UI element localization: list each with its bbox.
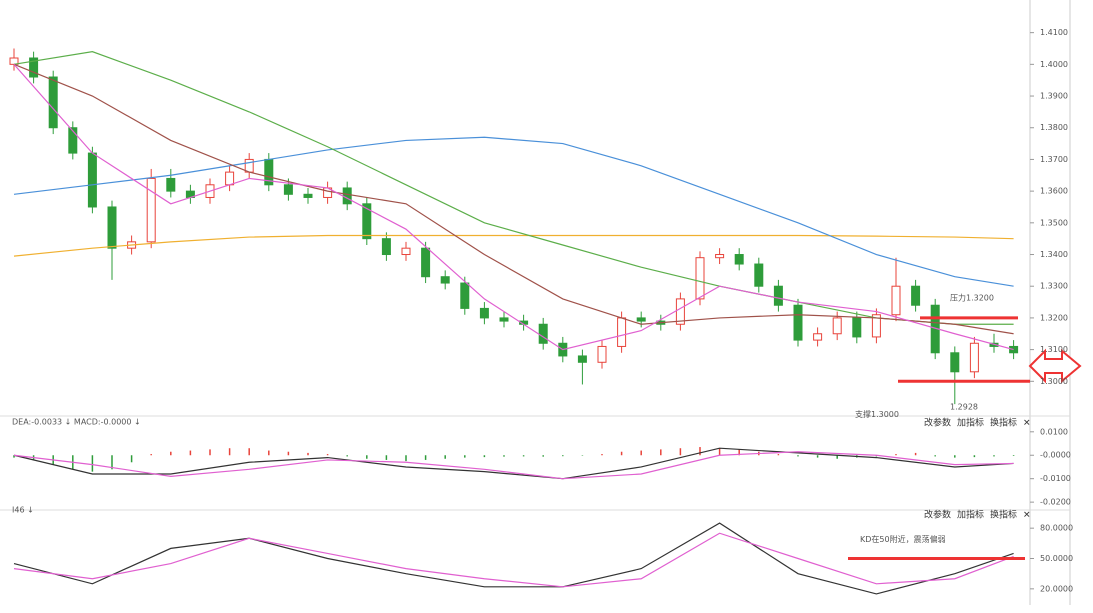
candle-body — [754, 263, 764, 287]
low-label: 1.2928 — [950, 403, 978, 412]
y-tick-label: 1.4100 — [1040, 28, 1068, 37]
candle-body — [891, 285, 901, 316]
indicator-line — [13, 451, 1014, 480]
candle-body — [1009, 345, 1019, 354]
candle-body — [715, 254, 725, 259]
candle-body — [87, 152, 97, 208]
indicator-line — [13, 63, 1014, 335]
candle-body — [68, 127, 78, 154]
candle-body — [401, 247, 411, 256]
panel-button[interactable]: 加指标 — [957, 509, 984, 521]
indicator-line — [13, 234, 1014, 257]
panel-button[interactable]: 换指标 — [990, 509, 1017, 521]
y-tick-label: 1.3500 — [1040, 218, 1068, 227]
candle-body — [617, 317, 627, 347]
y-tick-label: -0.0200 — [1040, 498, 1071, 507]
indicator-line — [13, 522, 1014, 595]
candle-body — [479, 307, 489, 319]
candle-body — [342, 187, 352, 205]
candle-body — [832, 317, 842, 335]
resistance-label: 压力1.3200 — [950, 292, 994, 302]
candle-body — [440, 276, 450, 284]
panel-button[interactable]: 加指标 — [957, 417, 984, 429]
candle-body — [460, 282, 470, 309]
panel-button[interactable]: ✕ — [1023, 511, 1031, 521]
y-tick-label: 20.0000 — [1040, 584, 1073, 593]
candle-body — [303, 193, 313, 198]
y-tick-label: 80.0000 — [1040, 524, 1073, 533]
candle-body — [362, 203, 372, 240]
panel-button[interactable]: ✕ — [1023, 419, 1031, 429]
candle-body — [597, 345, 607, 363]
panel-button[interactable]: 换指标 — [990, 417, 1017, 429]
y-tick-label: 1.3600 — [1040, 187, 1068, 196]
y-tick-label: -0.0100 — [1040, 474, 1071, 483]
support-label: 支撑1.3000 — [855, 409, 899, 419]
candle-body — [793, 304, 803, 341]
candle-body — [421, 247, 431, 278]
indicator-line — [13, 51, 1014, 325]
candle-body — [48, 76, 58, 129]
y-tick-label: 50.0000 — [1040, 554, 1073, 563]
panel-button[interactable]: 改参数 — [924, 509, 951, 521]
candle-body — [695, 257, 705, 300]
y-tick-label: 1.3900 — [1040, 92, 1068, 101]
kd-label: KD在50附近，震荡偏弱 — [860, 534, 946, 544]
candle-body — [813, 333, 823, 341]
y-tick-label: 1.3100 — [1040, 345, 1068, 354]
indicator-line — [13, 136, 1014, 287]
candle-body — [29, 57, 39, 78]
candle-body — [107, 206, 117, 249]
candle-body — [675, 298, 685, 325]
y-tick-label: 1.3300 — [1040, 282, 1068, 291]
candle-body — [244, 158, 254, 173]
y-tick-label: 1.3800 — [1040, 123, 1068, 132]
indicator-line — [13, 532, 1014, 588]
candle-body — [283, 184, 293, 195]
indicator-line — [13, 63, 1014, 351]
candle-body — [166, 177, 176, 192]
y-tick-label: -0.0000 — [1040, 451, 1071, 460]
candle-body — [538, 323, 548, 344]
candle-body — [969, 342, 979, 373]
candle-body — [381, 238, 391, 256]
candle-body — [871, 314, 881, 338]
indicator-line — [13, 447, 1014, 480]
candle-body — [950, 352, 960, 373]
candle-body — [499, 317, 509, 322]
candle-body — [734, 254, 744, 265]
panel-button[interactable]: 改参数 — [924, 417, 951, 429]
candle-body — [577, 355, 587, 363]
y-tick-label: 1.3000 — [1040, 377, 1068, 386]
candle-body — [636, 317, 646, 322]
double-arrow — [1028, 348, 1082, 384]
candle-body — [852, 317, 862, 338]
candle-body — [225, 171, 235, 186]
y-tick-label: 1.3700 — [1040, 155, 1068, 164]
indicator-header: DEA:-0.0033 ↓ MACD:-0.0000 ↓ — [12, 418, 141, 427]
y-tick-label: 1.3400 — [1040, 250, 1068, 259]
candle-body — [146, 177, 156, 243]
y-tick-label: 1.4000 — [1040, 60, 1068, 69]
candle-body — [911, 285, 921, 306]
y-tick-label: 1.3200 — [1040, 313, 1068, 322]
y-tick-label: 0.0100 — [1040, 427, 1068, 436]
indicator-header: I46 ↓ — [12, 506, 34, 515]
candle-body — [773, 285, 783, 306]
